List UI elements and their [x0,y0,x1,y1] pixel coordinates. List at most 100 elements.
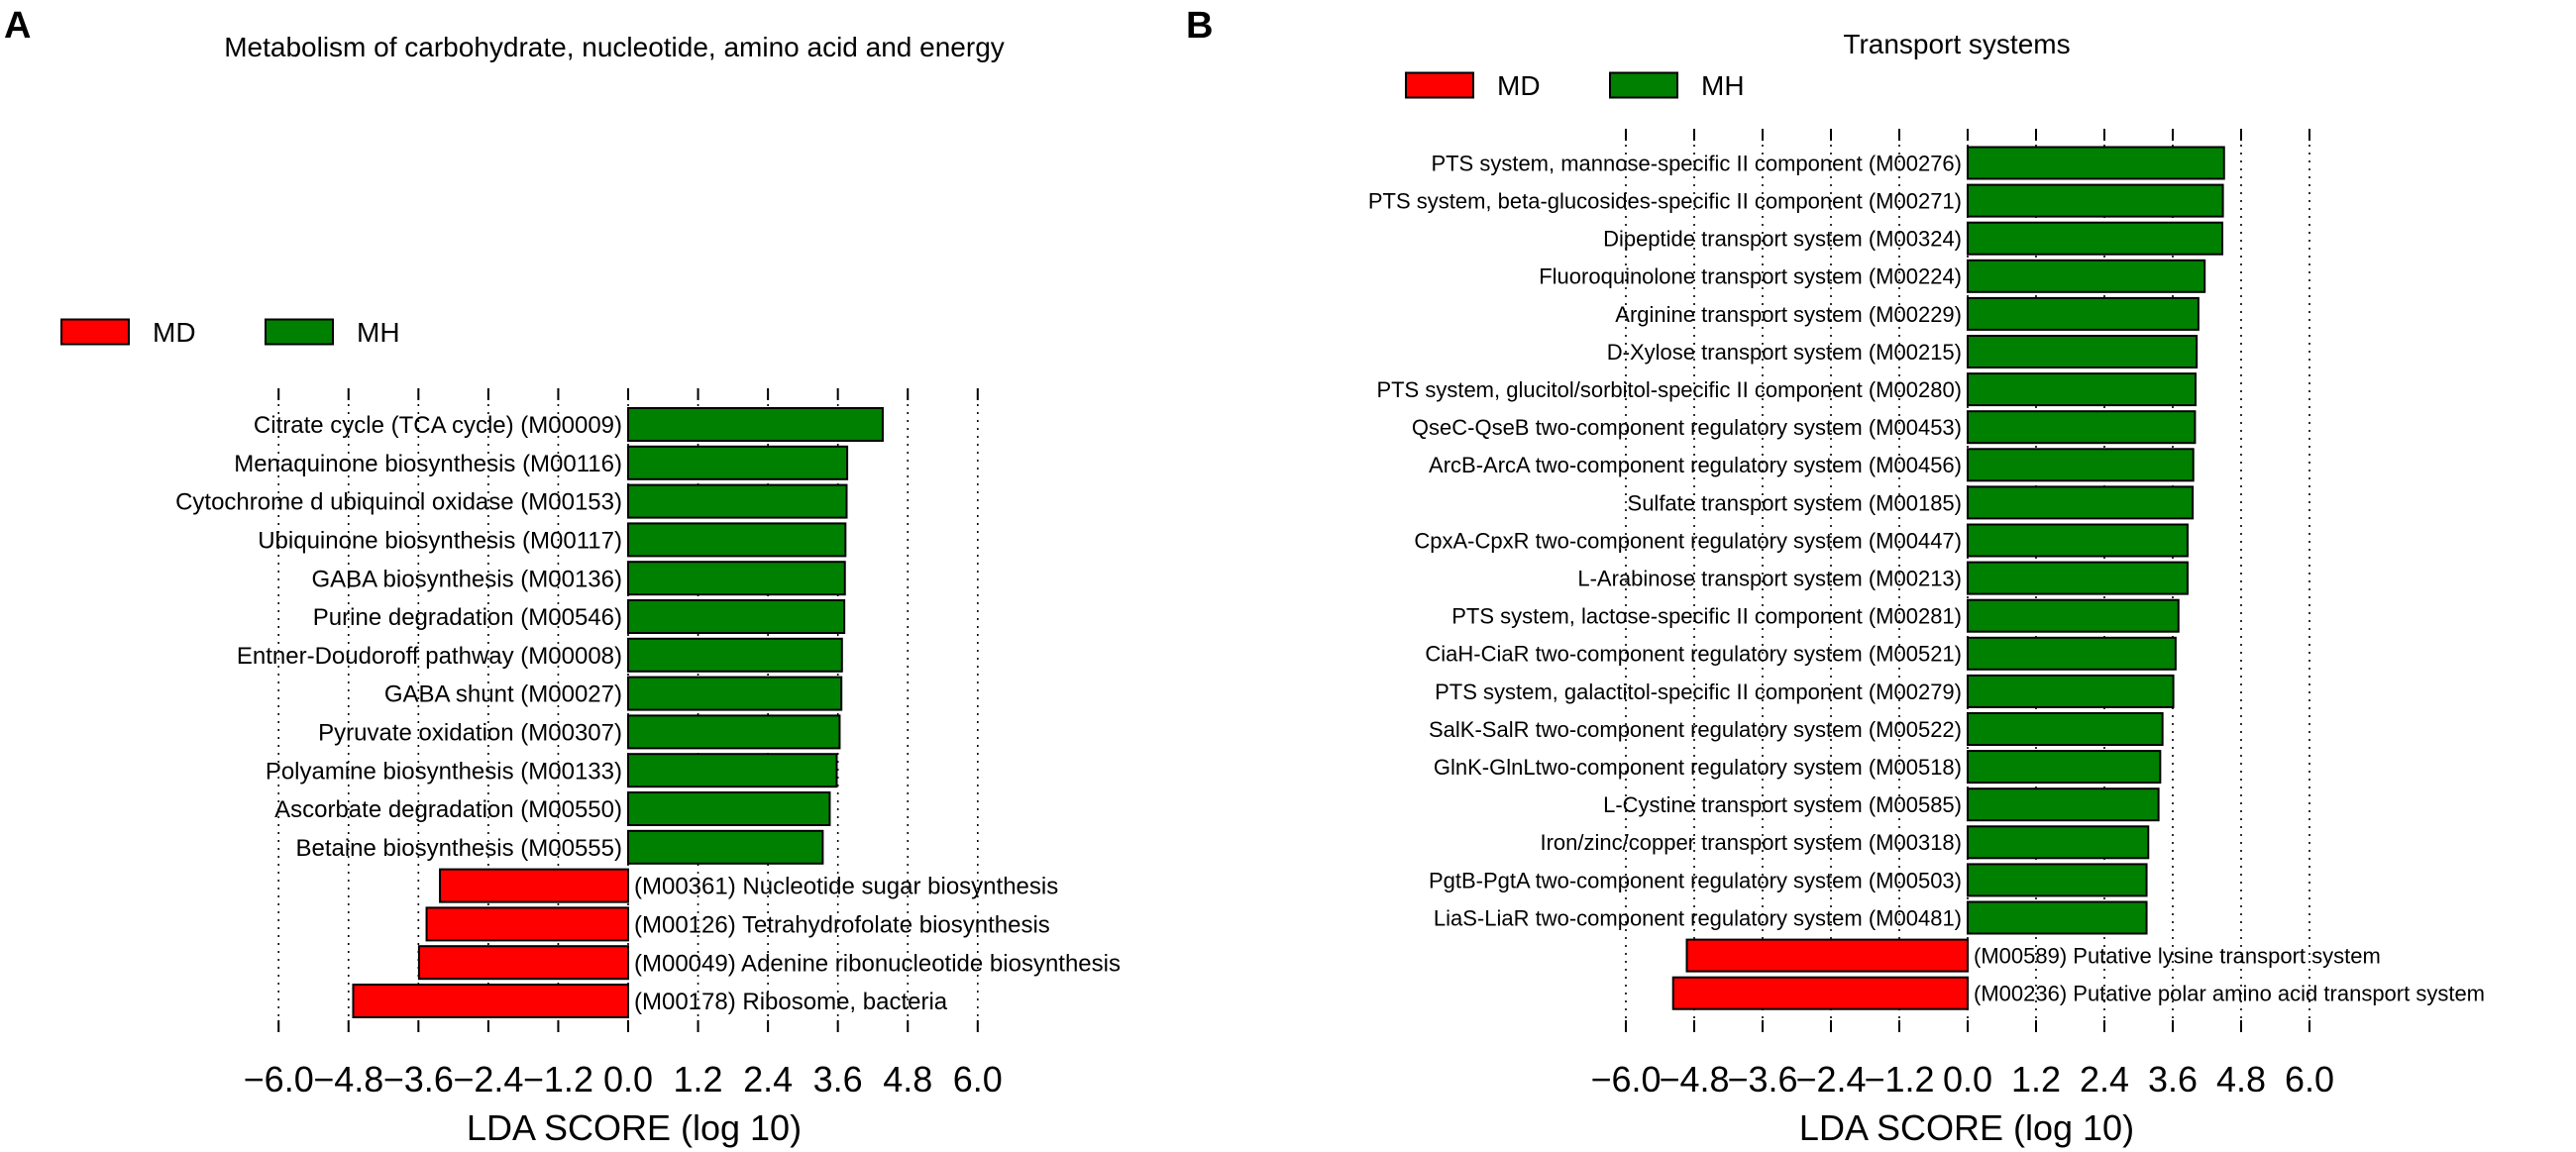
panel-b-letter: B [1186,5,1213,47]
bar-mh [1967,410,2197,445]
bar-md [352,984,629,1018]
bar-mh [627,829,824,865]
bar-md [439,868,629,903]
bar-label: L-Arabinose transport system (M00213) [1577,567,1962,591]
bar-label: SalK-SalR two-component regulatory syste… [1429,717,1962,742]
tick-label: −1.2 [523,1059,593,1100]
panel-b-xlabel: LDA SCORE (log 10) [1799,1107,2134,1148]
bar-label: Sulfate transport system (M00185) [1628,490,1962,515]
bar-md [1671,976,1969,1010]
bar-label: L-Cystine transport system (M00585) [1603,792,1962,817]
tick-label: 0.0 [603,1059,653,1100]
panel-b-chart: Transport systems MD MH −6.0−4.8−3.6−2.4−1.… [1368,29,2485,1148]
bar-label: GlnK-GlnLtwo-component regulatory system… [1434,755,1962,780]
bar-label: PTS system, beta-glucosides-specific II … [1368,189,1962,214]
bar-mh [627,522,847,558]
panel-a-chart: Metabolism of carbohydrate, nucleotide, … [60,32,1121,1148]
bar-mh [1967,296,2200,331]
bar-label: QseC-QseB two-component regulatory syste… [1412,415,1962,440]
bar-mh [1967,863,2148,897]
legend-swatch-md [1405,71,1474,99]
bar-mh [1967,372,2197,407]
bar-md [1685,938,1970,973]
legend-label-md: MD [153,317,196,348]
bar-mh [1967,674,2175,708]
tick-label: 3.6 [813,1059,863,1100]
bar-mh [627,599,846,634]
bar-mh [627,791,831,826]
bar-label: PTS system, galactitol-specific II compo… [1435,680,1962,704]
tick-label: −2.4 [453,1059,523,1100]
tick-label: 3.6 [2148,1059,2198,1100]
bar-mh [627,714,841,750]
panel-a-xlabel: LDA SCORE (log 10) [467,1107,802,1148]
bar-mh [1967,335,2199,368]
bar-mh [1967,825,2150,860]
bar-mh [1967,636,2177,671]
bar-mh [1967,448,2195,482]
bar-md [417,945,629,981]
bar-label: Fluoroquinolone transport system (M00224… [1539,264,1962,289]
bar-mh [1967,598,2180,633]
bar-mh [1967,712,2164,746]
bar-mh [1967,259,2206,293]
bar-label: Ubiquinone biosynthesis (M00117) [258,528,622,555]
bar-mh [627,561,846,596]
tick-label: 4.8 [2216,1059,2266,1100]
bar-mh [627,407,884,442]
bar-label: Betaine biosynthesis (M00555) [295,835,622,862]
bar-mh [1967,900,2148,935]
bar-label: CpxA-CpxR two-component regulatory syste… [1414,528,1962,553]
bar-label: (M00589) Putative lysine transport syste… [1974,944,2381,969]
tick-label: 6.0 [953,1059,1003,1100]
bar-label: Pyruvate oxidation (M00307) [318,720,622,747]
bar-label: Arginine transport system (M00229) [1615,302,1962,327]
bar-label: PTS system, glucitol/sorbitol-specific I… [1376,377,1962,402]
bar-label: PTS system, mannose-specific II componen… [1431,151,1962,175]
bar-label: Iron/zinc/copper transport system (M0031… [1540,830,1962,855]
tick-label: 1.2 [674,1059,723,1100]
bar-mh [627,676,843,711]
bar-label: Purine degradation (M00546) [313,604,622,631]
tick-label: −4.8 [313,1059,383,1100]
bar-label: Dipeptide transport system (M00324) [1603,227,1962,252]
bar-label: CiaH-CiaR two-component regulatory syste… [1425,642,1962,667]
bar-label: (M00126) Tetrahydrofolate biosynthesis [634,912,1050,939]
bar-label: Entner-Doudoroff pathway (M00008) [237,643,622,670]
bar-label: ArcB-ArcA two-component regulatory syste… [1429,453,1962,477]
bar-label: GABA shunt (M00027) [384,681,622,708]
tick-label: 1.2 [2011,1059,2061,1100]
panel-a-title: Metabolism of carbohydrate, nucleotide, … [224,32,1005,62]
bar-label: Ascorbate degradation (M00550) [274,796,622,823]
tick-label: 6.0 [2285,1059,2334,1100]
tick-label: −4.8 [1659,1059,1729,1100]
bar-label: Citrate cycle (TCA cycle) (M00009) [254,412,622,439]
bar-mh [627,483,848,519]
tick-label: −3.6 [1727,1059,1797,1100]
tick-label: 2.4 [2080,1059,2129,1100]
bar-label: D-Xylose transport system (M00215) [1607,340,1962,365]
bar-mh [627,753,838,788]
tick-label: 0.0 [1943,1059,1992,1100]
bar-label: LiaS-LiaR two-component regulatory syste… [1434,905,1962,930]
tick-label: −3.6 [383,1059,454,1100]
bar-mh [1967,787,2160,822]
bar-label: Polyamine biosynthesis (M00133) [266,758,622,785]
legend-label-mh: MH [357,317,400,348]
bar-label: (M00361) Nucleotide sugar biosynthesis [634,874,1058,900]
bar-mh [1967,523,2189,558]
bar-mh [1967,183,2224,218]
tick-label: −2.4 [1795,1059,1866,1100]
bar-label: PgtB-PgtA two-component regulatory syste… [1429,868,1962,892]
tick-label: −6.0 [244,1059,314,1100]
bar-label: Cytochrome d ubiquinol oxidase (M00153) [175,489,622,516]
bar-label: GABA biosynthesis (M00136) [312,566,623,592]
bar-md [425,906,629,942]
legend-swatch-mh [265,318,334,346]
bar-mh [1967,485,2195,520]
bar-mh [627,445,849,480]
tick-label: 4.8 [883,1059,932,1100]
bar-mh [1967,750,2162,785]
legend-label-md: MD [1497,70,1541,101]
